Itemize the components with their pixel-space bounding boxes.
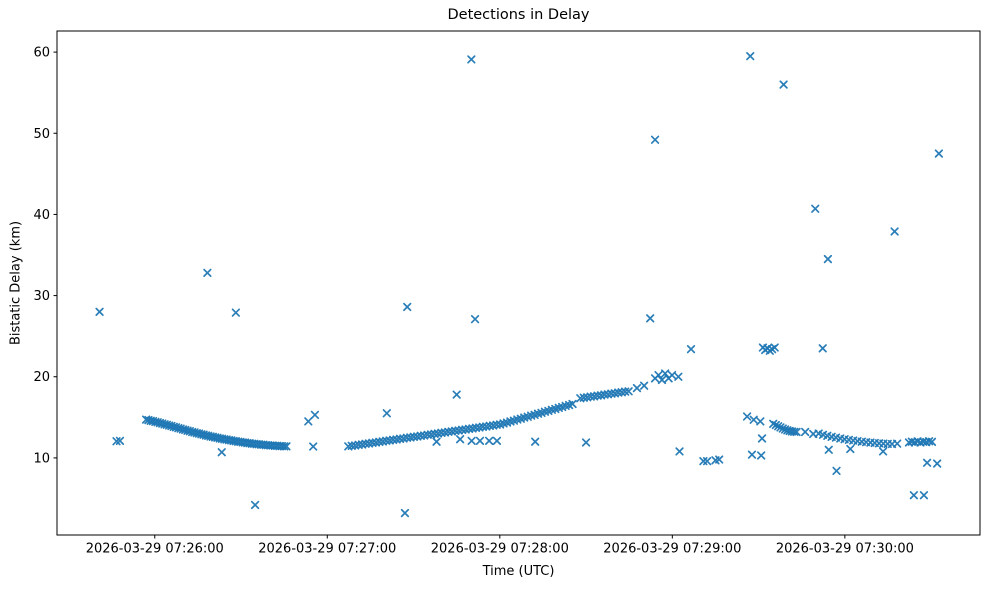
plot-border — [56, 30, 981, 536]
data-point — [746, 52, 755, 61]
data-point — [674, 372, 683, 381]
data-point — [632, 383, 642, 393]
data-point — [282, 442, 291, 451]
y-tick-label: 60 — [33, 46, 50, 61]
data-point — [310, 410, 320, 420]
data-point — [878, 447, 888, 456]
data-point — [467, 55, 476, 64]
data-point — [455, 435, 465, 444]
data-point — [115, 436, 125, 446]
chart-title: Detections in Delay — [447, 7, 590, 23]
data-point — [531, 437, 540, 446]
data-point — [909, 491, 919, 500]
y-tick-label: 30 — [33, 289, 50, 304]
y-tick-label: 10 — [33, 451, 50, 466]
y-tick-label: 40 — [33, 208, 50, 223]
data-point — [893, 439, 902, 448]
data-point — [470, 314, 480, 324]
data-point — [702, 456, 712, 466]
data-point — [203, 268, 212, 278]
data-point — [400, 508, 410, 518]
data-point — [568, 399, 577, 409]
data-point — [492, 436, 502, 446]
data-point — [792, 427, 801, 437]
data-point — [485, 436, 494, 446]
x-tick-label: 2026-03-29 07:30:00 — [776, 542, 914, 557]
data-point — [403, 302, 412, 312]
data-point — [640, 381, 649, 390]
data-point — [919, 491, 929, 500]
data-point — [846, 444, 855, 454]
y-axis-label: Bistatic Delay (km) — [8, 220, 24, 346]
data-point — [934, 149, 944, 158]
data-point — [95, 307, 104, 316]
data-point — [217, 448, 226, 457]
data-point — [581, 438, 591, 447]
data-point — [756, 417, 765, 426]
data-point — [657, 375, 667, 385]
data-point — [250, 500, 260, 510]
data-point — [757, 451, 766, 460]
data-point — [801, 427, 810, 437]
data-point — [467, 436, 476, 446]
data-point — [832, 466, 841, 476]
data-point — [933, 459, 942, 468]
data-point — [770, 343, 779, 352]
data-point — [890, 227, 899, 236]
data-point — [231, 308, 240, 317]
data-point — [823, 254, 833, 264]
data-point — [304, 417, 313, 426]
data-point — [675, 447, 684, 456]
x-tick-label: 2026-03-29 07:28:00 — [431, 542, 569, 557]
data-point — [818, 344, 827, 353]
data-point — [757, 434, 767, 443]
data-point — [382, 409, 391, 418]
x-tick-label: 2026-03-29 07:27:00 — [258, 542, 396, 557]
data-point — [742, 412, 752, 421]
data-point — [686, 344, 696, 354]
data-point — [432, 437, 441, 446]
data-point — [646, 314, 655, 323]
data-point — [779, 80, 788, 89]
data-point — [922, 458, 932, 467]
x-tick-label: 2026-03-29 07:29:00 — [603, 542, 741, 557]
x-tick-label: 2026-03-29 07:26:00 — [86, 542, 224, 557]
data-point — [624, 387, 633, 396]
y-tick-label: 20 — [33, 370, 50, 385]
data-point — [824, 445, 833, 454]
data-point — [749, 415, 758, 424]
x-axis-label: Time (UTC) — [482, 564, 555, 579]
data-point — [780, 425, 790, 434]
data-point — [660, 369, 670, 378]
data-point — [650, 135, 660, 144]
data-point — [747, 450, 757, 459]
data-point — [667, 370, 677, 380]
data-point — [280, 442, 289, 451]
data-point — [790, 427, 799, 436]
y-tick-label: 50 — [33, 127, 50, 142]
data-point — [475, 436, 485, 446]
data-point — [654, 370, 663, 380]
data-point — [715, 455, 724, 464]
data-point — [927, 437, 937, 446]
data-point — [811, 204, 820, 213]
data-point — [309, 442, 318, 451]
data-point — [452, 390, 461, 399]
